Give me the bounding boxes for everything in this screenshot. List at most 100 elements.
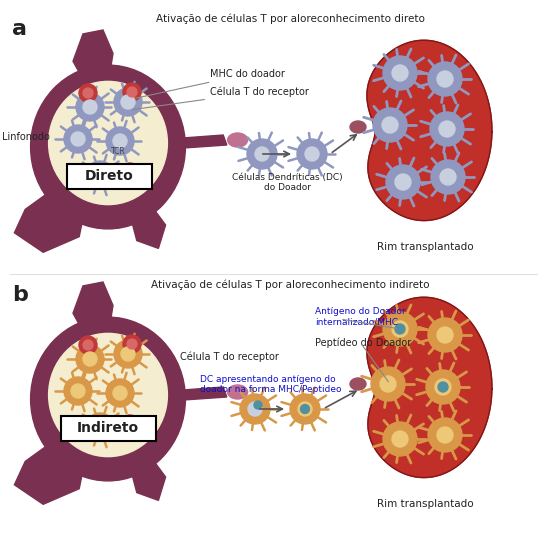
Circle shape: [93, 168, 107, 182]
Circle shape: [83, 88, 93, 98]
Circle shape: [121, 163, 139, 181]
Circle shape: [426, 370, 460, 404]
Circle shape: [383, 312, 417, 346]
Circle shape: [114, 88, 142, 116]
Circle shape: [113, 134, 127, 148]
Text: Antígeno do Doador
internalizado/MHC: Antígeno do Doador internalizado/MHC: [315, 307, 406, 327]
Text: Direto: Direto: [85, 169, 133, 183]
Circle shape: [297, 139, 327, 169]
Circle shape: [79, 84, 97, 102]
Polygon shape: [367, 40, 492, 220]
Circle shape: [93, 420, 107, 434]
Circle shape: [248, 402, 262, 416]
Circle shape: [440, 169, 456, 185]
Circle shape: [64, 377, 92, 405]
Circle shape: [127, 339, 137, 349]
FancyBboxPatch shape: [61, 416, 155, 440]
Circle shape: [437, 327, 453, 343]
Circle shape: [386, 165, 420, 199]
Ellipse shape: [228, 385, 248, 399]
FancyBboxPatch shape: [67, 164, 152, 189]
Circle shape: [121, 95, 135, 109]
Circle shape: [106, 379, 134, 407]
Circle shape: [79, 336, 97, 354]
Polygon shape: [14, 186, 86, 252]
Circle shape: [125, 419, 135, 429]
Circle shape: [71, 132, 85, 146]
Circle shape: [435, 379, 451, 395]
Circle shape: [247, 139, 277, 169]
Ellipse shape: [350, 378, 366, 390]
Text: Ativação de células T por aloreconhecimento indireto: Ativação de células T por aloreconhecime…: [151, 279, 429, 289]
Circle shape: [127, 87, 137, 97]
Text: Ativação de células T por aloreconhecimento direto: Ativação de células T por aloreconhecime…: [155, 14, 424, 25]
Circle shape: [64, 125, 92, 153]
Circle shape: [395, 174, 411, 190]
Polygon shape: [73, 30, 113, 89]
Text: TCR: TCR: [110, 147, 125, 156]
Ellipse shape: [49, 82, 167, 205]
Polygon shape: [130, 206, 166, 248]
Text: Indireto: Indireto: [77, 421, 139, 435]
Circle shape: [86, 161, 114, 189]
Circle shape: [83, 352, 97, 366]
Circle shape: [430, 112, 464, 146]
Circle shape: [392, 431, 408, 447]
Circle shape: [71, 384, 85, 398]
Circle shape: [298, 402, 312, 416]
Circle shape: [428, 62, 462, 96]
Circle shape: [76, 345, 104, 373]
Ellipse shape: [350, 121, 366, 133]
Circle shape: [125, 167, 135, 177]
Circle shape: [438, 382, 448, 392]
Circle shape: [431, 160, 465, 194]
Circle shape: [113, 386, 127, 400]
Circle shape: [240, 394, 270, 424]
Text: Linfonodo: Linfonodo: [2, 132, 50, 142]
Circle shape: [76, 93, 104, 121]
Circle shape: [83, 340, 93, 350]
Text: Células Dendríticas (DC)
do Doador: Células Dendríticas (DC) do Doador: [232, 173, 342, 193]
Text: Célula T do receptor: Célula T do receptor: [180, 352, 279, 362]
Polygon shape: [73, 282, 113, 340]
Circle shape: [428, 318, 462, 352]
Circle shape: [383, 422, 417, 456]
Circle shape: [382, 117, 398, 133]
Circle shape: [123, 83, 141, 101]
Ellipse shape: [31, 65, 185, 229]
Circle shape: [380, 376, 396, 392]
Polygon shape: [130, 457, 166, 501]
Text: Rim transplantado: Rim transplantado: [377, 242, 473, 252]
Circle shape: [428, 418, 462, 452]
Ellipse shape: [49, 333, 167, 457]
Circle shape: [255, 147, 269, 161]
Circle shape: [437, 71, 453, 87]
Circle shape: [114, 340, 142, 368]
Text: Rim transplantado: Rim transplantado: [377, 499, 473, 509]
Text: Célula T do receptor: Célula T do receptor: [133, 86, 309, 109]
Circle shape: [392, 321, 408, 337]
Text: b: b: [12, 285, 28, 305]
Polygon shape: [14, 438, 86, 504]
Circle shape: [371, 367, 405, 401]
Circle shape: [373, 108, 407, 142]
Circle shape: [106, 127, 134, 155]
Circle shape: [121, 347, 135, 361]
Ellipse shape: [228, 133, 248, 147]
Circle shape: [83, 100, 97, 114]
Text: Peptídeo do Doador: Peptídeo do Doador: [315, 337, 411, 347]
Circle shape: [123, 335, 141, 353]
Polygon shape: [367, 297, 492, 478]
Text: DC apresentando antígeno do
doador na forma MHC/Peptideo: DC apresentando antígeno do doador na fo…: [200, 375, 341, 394]
Circle shape: [439, 121, 455, 137]
Circle shape: [86, 413, 114, 441]
Circle shape: [305, 147, 319, 161]
Polygon shape: [169, 135, 227, 149]
Circle shape: [437, 427, 453, 443]
Text: a: a: [12, 19, 27, 39]
Polygon shape: [169, 387, 227, 401]
Text: MHC do doador: MHC do doador: [135, 69, 285, 98]
Circle shape: [300, 404, 310, 414]
Circle shape: [395, 324, 405, 334]
Circle shape: [392, 65, 408, 81]
